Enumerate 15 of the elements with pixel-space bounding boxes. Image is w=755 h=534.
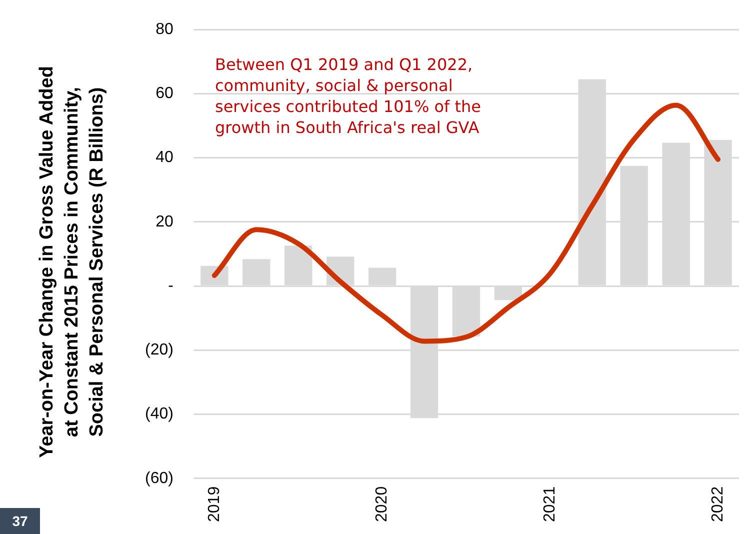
y-tick-label: (60): [145, 470, 174, 487]
y-axis-title: Year-on-Year Change in Gross Value Added at Constant 2015 Prices in Community, Social & Personal Services (R Billions): [36, 64, 108, 460]
y-tick-label: 80: [156, 21, 174, 38]
y-tick-label: (20): [145, 342, 174, 359]
x-tick-label: 2019: [206, 486, 223, 522]
y-tick-label: (40): [145, 406, 174, 423]
x-tick-label: 2022: [709, 486, 726, 522]
y-tick-label: 40: [156, 149, 174, 166]
y-tick-label: 20: [156, 213, 174, 230]
y-tick-label: 60: [156, 85, 174, 102]
x-tick-label: 2021: [542, 486, 559, 522]
x-tick-label: 2020: [374, 486, 391, 522]
y-tick-label: -: [168, 277, 174, 294]
annotation: Between Q1 2019 and Q1 2022, community, social & personal services contributed 101% of the growth in South Africa's real GVA: [215, 54, 482, 138]
text: 37: [0, 508, 40, 534]
